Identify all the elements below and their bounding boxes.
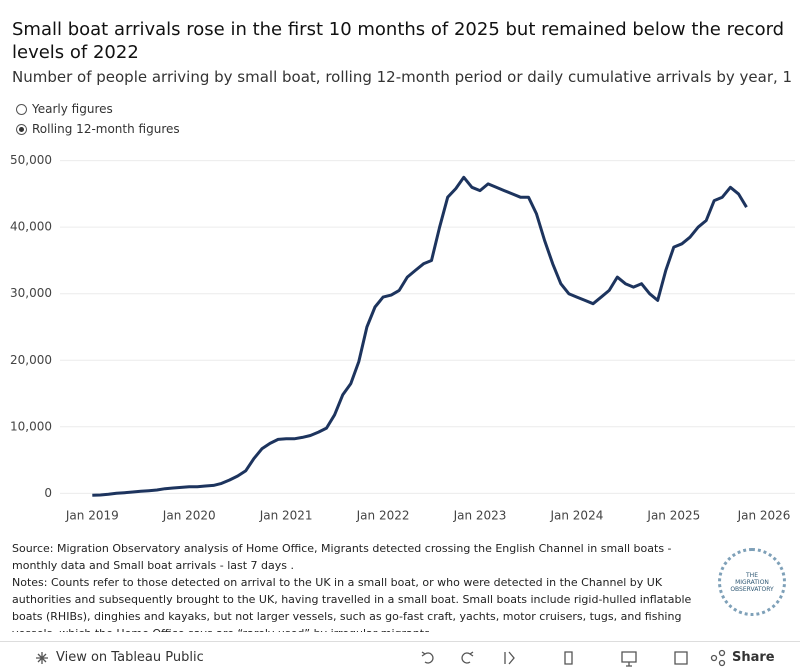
radio-option[interactable]: Yearly figures <box>16 102 113 116</box>
tableau-icon[interactable] <box>36 652 48 664</box>
undo[interactable] <box>421 651 434 664</box>
share-icon[interactable] <box>710 654 718 662</box>
y-tick-label: 0 <box>44 486 52 500</box>
fullscreen[interactable] <box>674 651 688 665</box>
y-tick-label: 30,000 <box>10 286 52 300</box>
radio[interactable] <box>16 103 27 115</box>
radio-option[interactable]: Rolling 12-month figures <box>16 122 180 136</box>
refresh[interactable] <box>564 651 573 665</box>
x-tick-label: Jan 2025 <box>646 509 700 523</box>
view-link[interactable]: View on Tableau Public <box>56 650 204 665</box>
logo: THE MIGRATION OBSERVATORY <box>718 548 786 616</box>
x-tick-label: Jan 2023 <box>453 509 507 523</box>
radio-label[interactable]: Rolling 12-month figures <box>32 122 180 136</box>
logo-text: OBSERVATORY <box>730 585 774 593</box>
source: Source: Migration Observatory analysis o… <box>12 542 672 572</box>
x-tick-label: Jan 2020 <box>162 509 216 523</box>
y-tick-label: 20,000 <box>10 353 52 367</box>
notes: Source: Migration Observatory analysis o… <box>12 540 702 632</box>
toolbar: View on Tableau Public Share <box>0 641 800 672</box>
download[interactable] <box>621 651 637 667</box>
subtitle: Number of people arriving by small boat,… <box>12 68 793 86</box>
y-tick-label: 10,000 <box>10 419 52 433</box>
x-tick-label: Jan 2019 <box>65 509 119 523</box>
logo-text: THE <box>746 571 758 579</box>
note: Notes: Counts refer to those detected on… <box>12 576 692 632</box>
radio[interactable] <box>16 123 27 135</box>
y-tick-label: 50,000 <box>10 153 52 167</box>
share-icon[interactable] <box>718 649 726 657</box>
chart: 0 10,000 20,000 30,000 40,000 50,000 Jan 2019 J… <box>10 153 795 523</box>
x-tick-label: Jan 2026 <box>737 509 791 523</box>
title: Small boat arrivals rose in the first 10… <box>12 19 785 63</box>
logo-text: MIGRATION <box>735 578 769 586</box>
x-tick-label: Jan 2024 <box>549 509 603 523</box>
redo[interactable] <box>461 651 474 664</box>
x-tick-label: Jan 2021 <box>259 509 313 523</box>
revert[interactable] <box>504 651 515 665</box>
toolbar-icons <box>36 649 726 667</box>
y-tick-label: 40,000 <box>10 220 52 234</box>
x-tick-label: Jan 2022 <box>356 509 410 523</box>
share-icon[interactable] <box>718 659 726 667</box>
radio-label[interactable]: Yearly figures <box>32 102 113 116</box>
share-button[interactable]: Share <box>732 650 775 665</box>
line <box>92 175 748 497</box>
